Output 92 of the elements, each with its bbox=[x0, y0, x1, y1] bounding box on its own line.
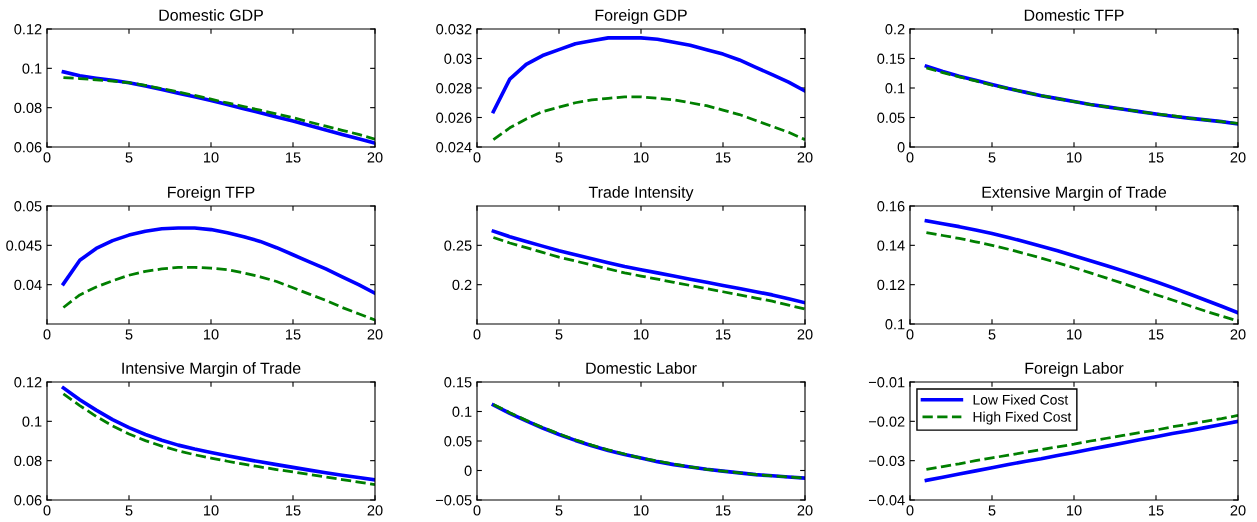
y-tick-label: −0.04 bbox=[868, 495, 905, 506]
chart-title: Domestic GDP bbox=[159, 9, 263, 21]
x-tick-label: 20 bbox=[367, 329, 383, 340]
y-tick-label: 0.05 bbox=[877, 112, 905, 123]
y-tick-label: 0.04 bbox=[14, 279, 42, 291]
x-tick-label: 20 bbox=[1230, 505, 1246, 516]
x-tick-label: 15 bbox=[286, 505, 301, 516]
y-tick-label: 0.14 bbox=[877, 240, 905, 251]
y-tick-label: 0.12 bbox=[14, 377, 42, 388]
x-tick-label: 0 bbox=[473, 329, 481, 340]
x-tick-label: 20 bbox=[1230, 329, 1246, 340]
y-tick-label: −0.02 bbox=[868, 416, 905, 427]
x-tick-label: 0 bbox=[43, 152, 51, 163]
y-tick-label: 0.1 bbox=[885, 83, 905, 94]
y-tick-label: −0.05 bbox=[435, 495, 472, 506]
x-tick-label: 20 bbox=[797, 329, 813, 340]
x-tick-label: 0 bbox=[906, 505, 914, 516]
chart-title: Domestic TFP bbox=[1024, 9, 1124, 21]
x-tick-label: 10 bbox=[634, 152, 649, 163]
y-tick-label: 0.045 bbox=[6, 240, 42, 251]
chart-title: Domestic Labor bbox=[586, 362, 697, 374]
y-tick-label: 0.1 bbox=[22, 416, 42, 427]
x-tick-label: 15 bbox=[286, 329, 301, 340]
x-tick-label: 5 bbox=[125, 329, 133, 340]
chart-title: Intensive Margin of Trade bbox=[122, 362, 301, 377]
x-tick-label: 5 bbox=[125, 152, 133, 163]
y-tick-label: 0.03 bbox=[444, 53, 472, 64]
y-tick-label: 0.15 bbox=[444, 377, 472, 388]
y-tick-label: 0.024 bbox=[436, 142, 472, 153]
y-tick-label: 0 bbox=[897, 142, 905, 153]
y-tick-label: 0.06 bbox=[14, 142, 42, 153]
chart-title: Foreign TFP bbox=[168, 186, 255, 201]
x-tick-label: 5 bbox=[988, 152, 996, 163]
y-tick-label: 0.2 bbox=[452, 279, 472, 291]
y-tick-label: 0.08 bbox=[14, 455, 42, 467]
y-tick-label: −0.01 bbox=[868, 377, 905, 388]
y-tick-label: −0.03 bbox=[868, 455, 905, 467]
x-tick-label: 10 bbox=[204, 505, 219, 516]
y-tick-label: 0.12 bbox=[14, 24, 42, 35]
x-tick-label: 10 bbox=[634, 329, 649, 340]
y-tick-label: 0.032 bbox=[436, 24, 472, 35]
y-tick-label: 0.1 bbox=[22, 63, 42, 74]
y-tick-label: 0.05 bbox=[444, 436, 472, 447]
x-tick-label: 20 bbox=[367, 152, 383, 163]
y-tick-label: 0.1 bbox=[885, 319, 905, 330]
x-tick-label: 20 bbox=[797, 152, 813, 163]
y-tick-label: 0.2 bbox=[885, 24, 905, 35]
x-tick-label: 0 bbox=[473, 152, 481, 163]
x-tick-label: 0 bbox=[906, 329, 914, 340]
chart-title: Foreign GDP bbox=[595, 9, 687, 24]
x-tick-label: 5 bbox=[555, 329, 563, 340]
x-tick-label: 5 bbox=[125, 505, 133, 516]
legend-label: High Fixed Cost bbox=[973, 411, 1072, 425]
y-tick-label: 0.05 bbox=[14, 201, 42, 212]
x-tick-label: 20 bbox=[1230, 152, 1246, 163]
x-tick-label: 20 bbox=[797, 505, 813, 516]
y-tick-label: 0.06 bbox=[14, 495, 42, 506]
x-tick-label: 0 bbox=[473, 505, 481, 516]
x-tick-label: 15 bbox=[1149, 505, 1164, 516]
y-tick-label: 0.16 bbox=[877, 201, 905, 212]
x-tick-label: 15 bbox=[716, 505, 731, 516]
x-tick-label: 5 bbox=[555, 152, 563, 163]
x-tick-label: 5 bbox=[988, 505, 996, 516]
x-tick-label: 20 bbox=[367, 505, 383, 516]
y-tick-label: 0 bbox=[464, 465, 472, 476]
legend-label: Low Fixed Cost bbox=[973, 394, 1069, 405]
x-tick-label: 10 bbox=[204, 329, 219, 340]
y-tick-label: 0.12 bbox=[877, 279, 905, 291]
x-tick-label: 10 bbox=[634, 505, 649, 516]
x-tick-label: 5 bbox=[988, 329, 996, 340]
x-tick-label: 0 bbox=[906, 152, 914, 163]
x-tick-label: 10 bbox=[204, 152, 219, 163]
x-tick-label: 10 bbox=[1067, 505, 1082, 516]
x-tick-label: 10 bbox=[1067, 329, 1082, 340]
chart-title: Trade Intensity bbox=[588, 186, 694, 201]
y-tick-label: 0.08 bbox=[14, 102, 42, 114]
chart-title: Foreign Labor bbox=[1025, 362, 1124, 377]
y-tick-label: 0.028 bbox=[436, 83, 472, 94]
x-tick-label: 15 bbox=[1149, 329, 1164, 340]
y-tick-label: 0.15 bbox=[877, 53, 905, 64]
x-tick-label: 5 bbox=[555, 505, 563, 516]
x-tick-label: 15 bbox=[1149, 152, 1164, 163]
x-tick-label: 0 bbox=[43, 329, 51, 340]
y-tick-label: 0.25 bbox=[444, 240, 472, 251]
x-tick-label: 15 bbox=[716, 152, 731, 163]
y-tick-label: 0.026 bbox=[436, 112, 472, 123]
x-tick-label: 10 bbox=[1067, 152, 1082, 163]
chart-title: Extensive Margin of Trade bbox=[982, 186, 1167, 201]
x-tick-label: 15 bbox=[286, 152, 301, 163]
x-tick-label: 15 bbox=[716, 329, 731, 340]
x-tick-label: 0 bbox=[43, 505, 51, 516]
y-tick-label: 0.1 bbox=[452, 406, 472, 417]
